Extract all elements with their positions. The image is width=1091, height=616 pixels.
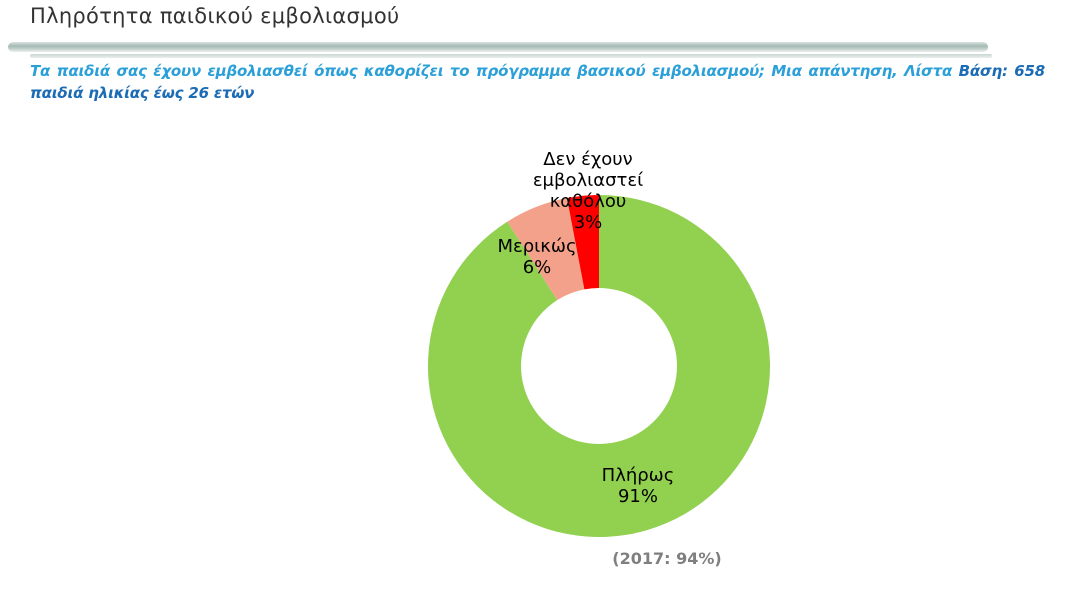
slice-label-partial: Μερικώς 6%: [477, 236, 597, 278]
donut-chart-svg: [428, 195, 770, 537]
title-divider: [8, 42, 988, 52]
title-divider-shadow: [30, 54, 992, 58]
slice-label-category: Μερικώς: [497, 236, 577, 257]
slice-label-value: 6%: [522, 257, 552, 278]
donut-slice-0: [428, 195, 770, 537]
donut-slice-2: [566, 195, 599, 290]
slice-label-full: Πλήρως 91%: [578, 465, 698, 507]
page-title: Πληρότητα παιδικού εμβολιασμού: [30, 4, 400, 28]
previous-year-annotation: (2017: 94%): [612, 549, 722, 568]
donut-slice-1: [507, 198, 585, 301]
survey-question-text: Τα παιδιά σας έχουν εμβολιασθεί όπως καθ…: [30, 62, 953, 80]
slice-label-value: 91%: [617, 486, 658, 507]
slice-label-none: Δεν έχουν εμβολιαστεί καθόλου 3%: [525, 149, 651, 233]
slice-label-category: Δεν έχουν εμβολιαστεί καθόλου: [532, 149, 644, 212]
survey-base-text: Βάση: 658 παιδιά ηλικίας έως 26 ετών: [30, 62, 1046, 102]
slice-label-category: Πλήρως: [601, 465, 675, 486]
survey-question: Τα παιδιά σας έχουν εμβολιασθεί όπως καθ…: [30, 60, 1045, 104]
slice-label-value: 3%: [573, 212, 603, 233]
donut-chart: [428, 195, 770, 537]
